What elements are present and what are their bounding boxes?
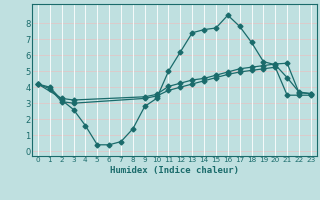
X-axis label: Humidex (Indice chaleur): Humidex (Indice chaleur) <box>110 166 239 175</box>
